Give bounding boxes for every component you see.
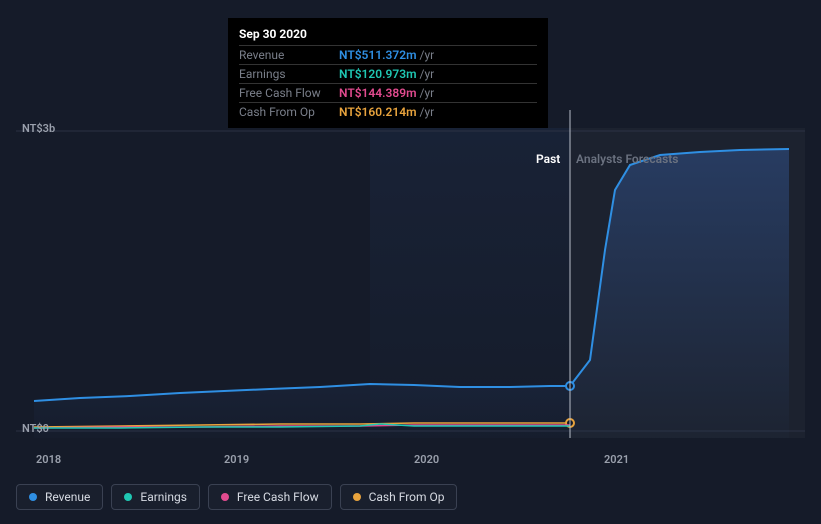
y-axis-label: NT$3b <box>22 122 55 135</box>
tooltip-row-label: Cash From Op <box>239 105 339 119</box>
tooltip-row: EarningsNT$120.973m/yr <box>239 64 537 83</box>
tooltip-row-unit: /yr <box>420 86 435 100</box>
tooltip-row: Cash From OpNT$160.214m/yr <box>239 102 537 121</box>
chart-tooltip: Sep 30 2020 RevenueNT$511.372m/yrEarning… <box>228 18 548 128</box>
legend-item-label: Revenue <box>45 490 90 504</box>
y-axis-label: NT$0 <box>22 422 49 435</box>
tooltip-row-label: Earnings <box>239 67 339 81</box>
tooltip-date: Sep 30 2020 <box>239 25 537 45</box>
legend-dot-icon <box>124 493 132 501</box>
legend-dot-icon <box>221 493 229 501</box>
legend-dot-icon <box>353 493 361 501</box>
x-axis-label: 2021 <box>604 453 629 466</box>
tooltip-row: Free Cash FlowNT$144.389m/yr <box>239 83 537 102</box>
legend-item-label: Cash From Op <box>369 490 445 504</box>
past-label: Past <box>536 152 560 166</box>
x-axis-label: 2018 <box>36 453 61 466</box>
tooltip-row-value: NT$160.214m <box>339 105 417 119</box>
legend-item-cash-from-op[interactable]: Cash From Op <box>340 484 458 510</box>
tooltip-row-label: Free Cash Flow <box>239 86 339 100</box>
legend-item-label: Earnings <box>140 490 187 504</box>
legend-item-label: Free Cash Flow <box>237 490 319 504</box>
tooltip-row-value: NT$144.389m <box>339 86 417 100</box>
legend-item-revenue[interactable]: Revenue <box>16 484 103 510</box>
x-axis-label: 2019 <box>224 453 249 466</box>
tooltip-row-label: Revenue <box>239 48 339 62</box>
tooltip-row-value: NT$120.973m <box>339 67 417 81</box>
forecast-label: Analysts Forecasts <box>576 152 678 166</box>
x-axis-label: 2020 <box>414 453 439 466</box>
chart-legend: Revenue Earnings Free Cash Flow Cash From O… <box>16 484 457 510</box>
legend-item-free-cash-flow[interactable]: Free Cash Flow <box>208 484 332 510</box>
tooltip-row-unit: /yr <box>420 48 435 62</box>
legend-item-earnings[interactable]: Earnings <box>111 484 200 510</box>
tooltip-row: RevenueNT$511.372m/yr <box>239 45 537 64</box>
legend-dot-icon <box>29 493 37 501</box>
tooltip-row-value: NT$511.372m <box>339 48 417 62</box>
tooltip-row-unit: /yr <box>420 67 435 81</box>
tooltip-row-unit: /yr <box>420 105 435 119</box>
